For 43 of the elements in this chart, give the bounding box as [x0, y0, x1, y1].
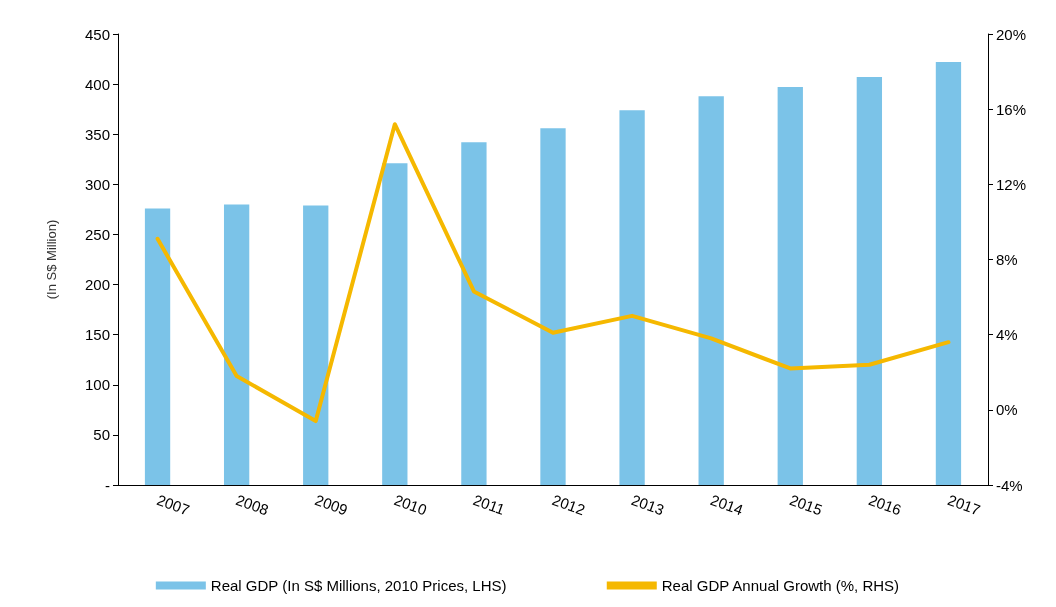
bar — [777, 87, 803, 485]
line-series — [155, 122, 951, 424]
y2-tick-label: 8% — [996, 251, 1018, 268]
x-tick-label: 2011 — [471, 491, 508, 519]
bar — [461, 142, 487, 485]
bar — [144, 208, 171, 485]
x-tick-label: 2008 — [233, 491, 271, 519]
x-tick-label: 2012 — [550, 491, 588, 519]
x-tick-label: 2009 — [312, 491, 350, 519]
legend-label: Real GDP Annual Growth (%, RHS) — [661, 577, 900, 594]
bar — [540, 128, 566, 485]
x-tick-label: 2017 — [945, 491, 983, 519]
x-tick-label: 2010 — [391, 491, 430, 519]
x-tick-label: 2013 — [629, 491, 667, 519]
y-tick-label: 200 — [84, 276, 110, 294]
y2-tick-label: 16% — [996, 100, 1027, 118]
x-tick-label: 2016 — [866, 491, 904, 519]
y-axis-title: (In S$ Million) — [44, 219, 59, 300]
x-tick-label: 2015 — [787, 491, 825, 519]
y-tick-label: 150 — [84, 326, 110, 344]
y-tick-label: 50 — [93, 426, 110, 444]
bar — [303, 205, 329, 485]
y-tick-label: 450 — [84, 25, 110, 43]
x-tick-label: 2014 — [708, 491, 746, 519]
bar — [382, 163, 408, 485]
y-tick-label: 100 — [84, 376, 110, 394]
y2-tick-label: 4% — [996, 326, 1018, 344]
bar — [619, 110, 645, 485]
y2-tick-label: 12% — [996, 175, 1027, 193]
y2-tick-label: 0% — [996, 401, 1018, 419]
y-tick-label: 400 — [84, 75, 110, 93]
bar — [935, 62, 962, 485]
y2-tick-label: -4% — [996, 476, 1023, 494]
y-tick-label: 250 — [84, 225, 110, 243]
y-tick-label: - — [105, 476, 110, 494]
bar — [698, 96, 724, 485]
bar — [856, 77, 883, 485]
x-tick-label: 2007 — [154, 491, 192, 519]
y-tick-label: 350 — [84, 125, 110, 143]
bar — [223, 204, 250, 485]
y2-tick-label: 20% — [996, 25, 1027, 43]
legend-label: Real GDP (In S$ Millions, 2010 Prices, LHS) — [210, 577, 507, 594]
y-tick-label: 300 — [84, 175, 110, 193]
